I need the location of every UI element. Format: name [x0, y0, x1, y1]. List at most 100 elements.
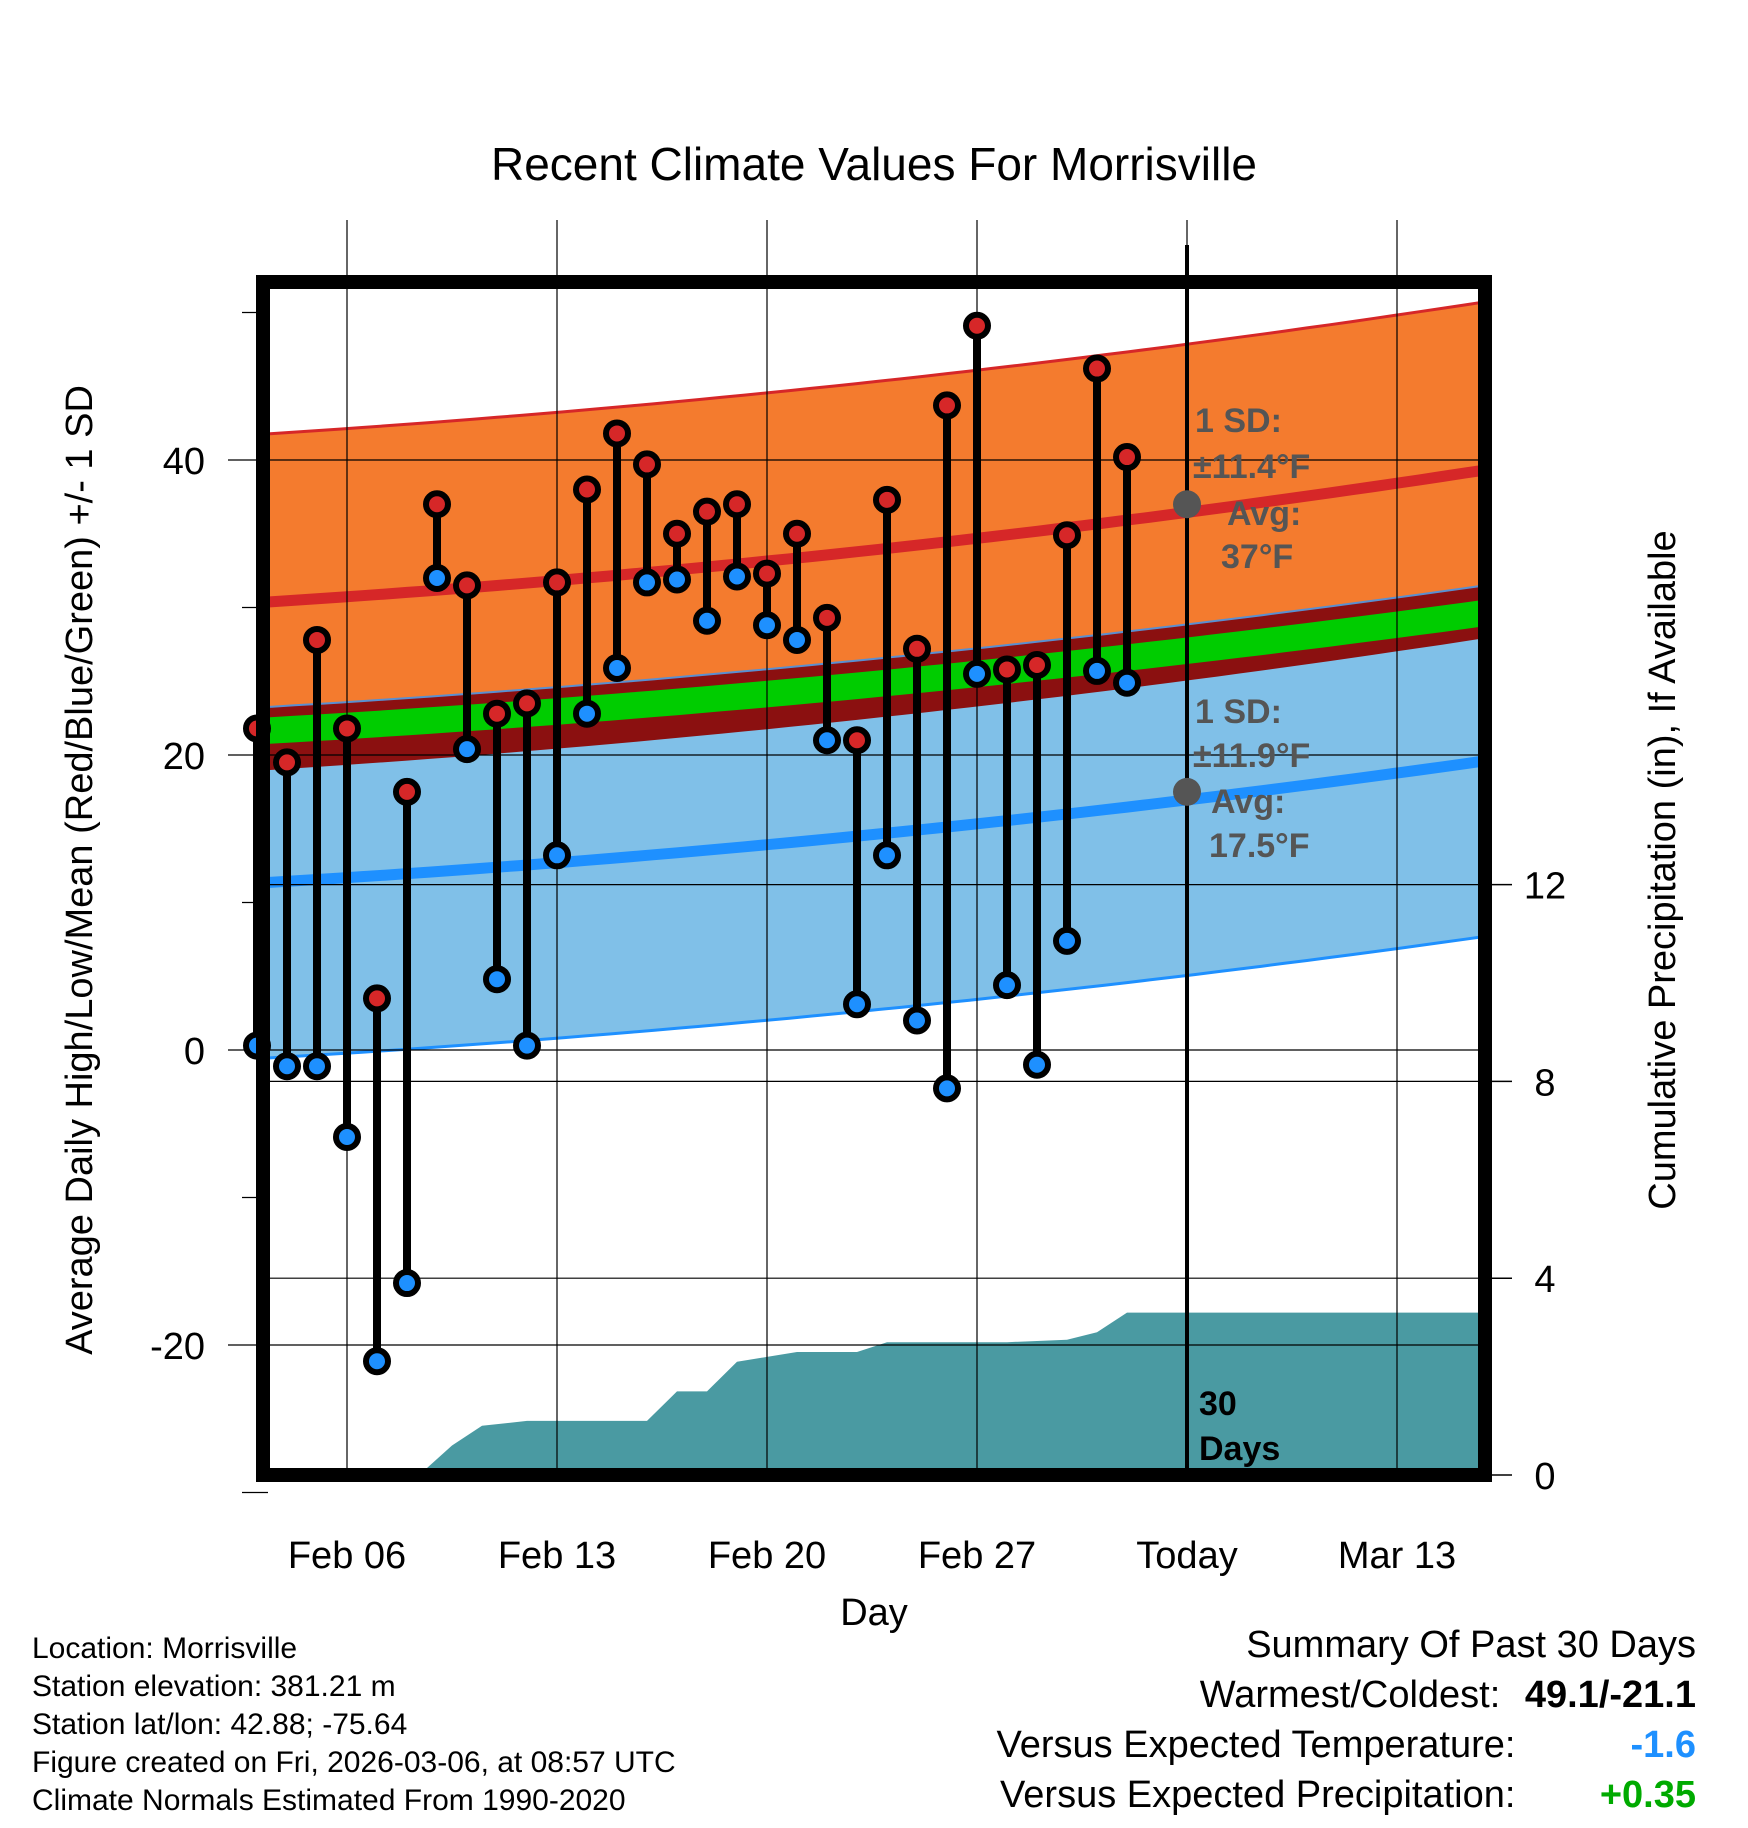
- high-temp-point: [903, 634, 931, 663]
- y2-tick-label: 8: [1534, 1062, 1555, 1104]
- created-text: Figure created on Fri, 2026-03-06, at 08…: [32, 1746, 676, 1779]
- high-temp-point: [663, 519, 691, 548]
- normals-text: Climate Normals Estimated From 1990-2020: [32, 1784, 626, 1817]
- low-temp-point: [1023, 1050, 1051, 1079]
- x-tick-label: Feb 27: [918, 1535, 1036, 1577]
- high-temp-point: [993, 655, 1021, 684]
- high-temp-point: [873, 485, 901, 514]
- high-temp-point: [1023, 651, 1051, 680]
- precip-value: +0.35: [1599, 1774, 1696, 1816]
- high-sd-value: ±11.4°F: [1193, 448, 1310, 486]
- low-temp-point: [573, 699, 601, 728]
- low-mean-line: [268, 756, 1480, 888]
- precip-label: Versus Expected Precipitation:: [1000, 1774, 1516, 1816]
- high-temp-point: [633, 450, 661, 479]
- low-temp-point: [903, 1006, 931, 1035]
- x-tick-label: Mar 13: [1338, 1535, 1456, 1577]
- low-temp-point: [393, 1269, 421, 1298]
- high-mean-line: [268, 465, 1480, 608]
- high-temp-point: [963, 311, 991, 340]
- x-tick-label: Today: [1136, 1535, 1237, 1577]
- plot-frame: [256, 275, 1492, 1482]
- low-sd-label: 1 SD:: [1195, 693, 1282, 731]
- low-temp-point: [993, 971, 1021, 1000]
- low-temp-point: [303, 1052, 331, 1081]
- low-temp-point: [273, 1052, 301, 1081]
- high-avg-value: 37°F: [1221, 538, 1293, 576]
- high-temp-point: [273, 748, 301, 777]
- high-temp-point: [393, 777, 421, 806]
- x-tick-label: Feb 13: [498, 1535, 616, 1577]
- low-temp-point: [1053, 926, 1081, 955]
- low-temp-point: [723, 562, 751, 591]
- low-temp-point: [933, 1074, 961, 1103]
- high-temp-point: [933, 391, 961, 420]
- low-temp-point: [513, 1031, 541, 1060]
- low-temp-point: [783, 625, 811, 654]
- days-word-label: Days: [1199, 1430, 1280, 1468]
- high-temp-point: [513, 689, 541, 718]
- y2-tick-label: 12: [1524, 866, 1566, 908]
- chart-title: Recent Climate Values For Morrisville: [491, 138, 1257, 190]
- location-text: Location: Morrisville: [32, 1632, 298, 1665]
- high-temp-point: [753, 559, 781, 588]
- high-temp-point: [573, 475, 601, 504]
- low-temp-point: [663, 565, 691, 594]
- y-tick-label: 40: [163, 441, 205, 483]
- days-count-label: 30: [1199, 1385, 1237, 1423]
- y-axis-label: Average Daily High/Low/Mean (Red/Blue/Gr…: [59, 385, 101, 1355]
- warm-cold-label: Warmest/Coldest:: [1199, 1674, 1501, 1716]
- high-avg-label: Avg:: [1227, 495, 1301, 533]
- x-axis-label: Day: [840, 1592, 908, 1634]
- y-tick-label: 0: [184, 1031, 205, 1073]
- low-temp-point: [1083, 656, 1111, 685]
- high-temp-point: [693, 497, 721, 526]
- y2-tick-label: 0: [1534, 1456, 1555, 1498]
- low-temp-point: [483, 965, 511, 994]
- high-temp-point: [723, 490, 751, 519]
- plot-area: 1 SD: ±11.4°F Avg: 37°F 1 SD: ±11.9°F Avg: 17.5…: [150, 220, 1566, 1577]
- warm-cold-row: Warmest/Coldest: 49.1/-21.1: [997, 1670, 1696, 1720]
- low-temp-point: [873, 841, 901, 870]
- y2-tick-label: 4: [1534, 1259, 1555, 1301]
- temp-value: -1.6: [1630, 1724, 1696, 1766]
- mean-band: [268, 600, 1480, 744]
- high-temp-point: [423, 490, 451, 519]
- high-temp-point: [1083, 354, 1111, 383]
- low-temp-point: [753, 611, 781, 640]
- high-sd-label: 1 SD:: [1195, 402, 1282, 440]
- low-temp-point: [963, 659, 991, 688]
- x-tick-label: Feb 06: [288, 1535, 406, 1577]
- latlon-text: Station lat/lon: 42.88; -75.64: [32, 1708, 408, 1741]
- summary-panel: Summary Of Past 30 Days Warmest/Coldest:…: [997, 1620, 1696, 1820]
- low-avg-value: 17.5°F: [1209, 827, 1310, 865]
- low-temp-point: [333, 1123, 361, 1152]
- summary-heading: Summary Of Past 30 Days: [1246, 1624, 1696, 1666]
- high-temp-point: [303, 625, 331, 654]
- low-temp-point: [813, 726, 841, 755]
- high-temp-point: [813, 603, 841, 632]
- y-tick-label: 20: [163, 736, 205, 778]
- high-temp-point: [1053, 521, 1081, 550]
- high-temp-point: [603, 419, 631, 448]
- high-avg-marker: [1173, 490, 1201, 519]
- high-temp-point: [333, 714, 361, 743]
- low-temp-point: [693, 606, 721, 635]
- high-temp-point: [783, 519, 811, 548]
- temp-row: Versus Expected Temperature: -1.6: [997, 1720, 1696, 1770]
- low-upper-edge: [268, 585, 1480, 708]
- low-temp-point: [843, 990, 871, 1019]
- low-temp-point: [363, 1347, 391, 1376]
- low-temp-point: [603, 653, 631, 682]
- station-info: Location: Morrisville Station elevation:…: [32, 1630, 676, 1820]
- high-temp-point: [363, 984, 391, 1013]
- high-upper-edge: [268, 301, 1480, 436]
- low-sd-value: ±11.9°F: [1193, 737, 1310, 775]
- low-temp-point: [543, 841, 571, 870]
- x-tick-label: Feb 20: [708, 1535, 826, 1577]
- precipitation-area: [424, 1312, 1480, 1470]
- high-temp-point: [1113, 443, 1141, 472]
- low-avg-marker: [1173, 777, 1201, 806]
- warm-cold-value: 49.1/-21.1: [1524, 1674, 1696, 1716]
